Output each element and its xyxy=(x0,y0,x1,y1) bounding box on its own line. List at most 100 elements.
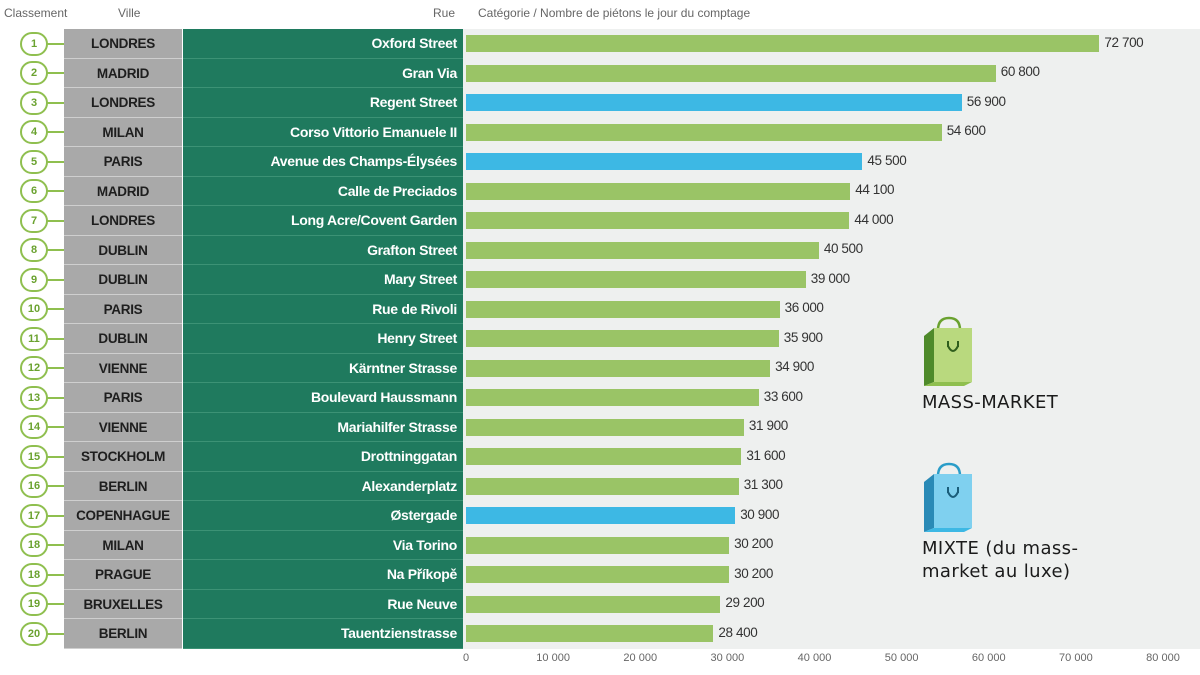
rank-badge: 10 xyxy=(20,297,48,322)
bar xyxy=(466,477,739,495)
street-label: Henry Street xyxy=(183,324,463,354)
value-label: 35 900 xyxy=(783,329,823,345)
legend-mixte-line1: MIXTE (du mass- xyxy=(922,538,1079,559)
rank-connector xyxy=(46,308,64,311)
mass-market-bag-icon xyxy=(924,316,972,386)
rank-badge: 17 xyxy=(20,503,48,528)
rank-connector xyxy=(46,42,64,45)
x-tick-label: 10 000 xyxy=(536,652,570,664)
bar xyxy=(466,359,771,377)
rank-badge: 4 xyxy=(20,120,48,145)
street-label: Drottninggatan xyxy=(183,442,463,472)
rank-connector xyxy=(46,544,64,547)
bar xyxy=(466,536,730,554)
x-tick-label: 80 000 xyxy=(1146,652,1180,664)
rank-connector xyxy=(46,603,64,606)
rank-badge: 3 xyxy=(20,90,48,115)
rank-badge: 2 xyxy=(20,61,48,86)
city-label: BERLIN xyxy=(64,619,182,649)
street-label: Rue de Rivoli xyxy=(183,294,463,324)
city-label: STOCKHOLM xyxy=(64,442,182,472)
bar xyxy=(466,595,721,613)
bar xyxy=(466,507,736,525)
rank-connector xyxy=(46,160,64,163)
x-tick-label: 40 000 xyxy=(797,652,832,664)
city-label: DUBLIN xyxy=(64,265,182,295)
street-label: Boulevard Haussmann xyxy=(183,383,463,413)
street-label: Calle de Preciados xyxy=(183,176,463,206)
value-label: 31 900 xyxy=(748,418,788,434)
value-label: 36 000 xyxy=(784,300,824,316)
value-label: 31 600 xyxy=(746,447,786,463)
value-label: 40 500 xyxy=(823,241,863,257)
rank-connector xyxy=(46,485,64,488)
mixte-bag-icon xyxy=(924,462,972,532)
city-label: MADRID xyxy=(64,58,182,88)
rank-badge: 5 xyxy=(20,149,48,174)
rank-connector xyxy=(46,72,64,75)
rank-connector xyxy=(46,219,64,222)
street-label: Tauentzienstrasse xyxy=(183,619,463,649)
rank-badge: 16 xyxy=(20,474,48,499)
bar xyxy=(466,153,863,171)
x-tick-label: 30 000 xyxy=(710,652,745,664)
rank-badge: 11 xyxy=(20,326,48,351)
bar xyxy=(466,94,962,112)
street-label: Corso Vittorio Emanuele II xyxy=(183,117,463,147)
x-tick-label: 50 000 xyxy=(884,652,919,664)
city-label: LONDRES xyxy=(64,206,182,236)
rank-connector xyxy=(46,632,64,635)
street-label: Regent Street xyxy=(183,88,463,118)
bar xyxy=(466,566,730,584)
bar xyxy=(466,389,759,407)
value-label: 28 400 xyxy=(718,624,758,640)
rank-badge: 18 xyxy=(20,533,48,558)
value-label: 44 000 xyxy=(854,211,894,227)
value-label: 54 600 xyxy=(946,123,986,139)
bar xyxy=(466,241,819,259)
street-label: Mariahilfer Strasse xyxy=(183,412,463,442)
bar xyxy=(466,35,1100,53)
value-label: 60 800 xyxy=(1000,64,1040,80)
x-tick-label: 20 000 xyxy=(623,652,658,664)
city-label: VIENNE xyxy=(64,353,182,383)
rank-badge: 7 xyxy=(20,208,48,233)
legend-mass-market: MASS-MARKET xyxy=(922,392,1059,413)
rank-connector xyxy=(46,514,64,517)
city-label: DUBLIN xyxy=(64,235,182,265)
rank-badge: 19 xyxy=(20,592,48,617)
x-tick-label: 0 xyxy=(462,652,470,664)
value-label: 30 200 xyxy=(734,536,774,552)
value-label: 33 600 xyxy=(763,388,803,404)
value-label: 30 900 xyxy=(740,506,780,522)
bar xyxy=(466,182,851,200)
street-label: Mary Street xyxy=(183,265,463,295)
city-label: PARIS xyxy=(64,383,182,413)
city-label: PRAGUE xyxy=(64,560,182,590)
legend-mixte-line2: market au luxe) xyxy=(922,561,1071,582)
value-label: 44 100 xyxy=(855,182,895,198)
header-category: Catégorie / Nombre de piétons le jour du… xyxy=(478,6,751,20)
rank-badge: 12 xyxy=(20,356,48,381)
street-label: Na Příkopě xyxy=(183,560,463,590)
city-label: BRUXELLES xyxy=(64,589,182,619)
bar xyxy=(466,123,942,141)
street-label: Via Torino xyxy=(183,530,463,560)
city-label: VIENNE xyxy=(64,412,182,442)
rank-badge: 20 xyxy=(20,621,48,646)
rank-connector xyxy=(46,101,64,104)
rank-connector xyxy=(46,367,64,370)
rank-badge: 9 xyxy=(20,267,48,292)
city-label: LONDRES xyxy=(64,29,182,59)
header-street: Rue xyxy=(433,6,456,20)
city-label: PARIS xyxy=(64,147,182,177)
bar xyxy=(466,330,779,348)
value-label: 31 300 xyxy=(743,477,783,493)
street-label: Oxford Street xyxy=(183,29,463,59)
bar xyxy=(466,418,744,436)
city-label: MILAN xyxy=(64,117,182,147)
bar xyxy=(466,448,742,466)
value-label: 29 200 xyxy=(725,595,765,611)
rank-connector xyxy=(46,426,64,429)
